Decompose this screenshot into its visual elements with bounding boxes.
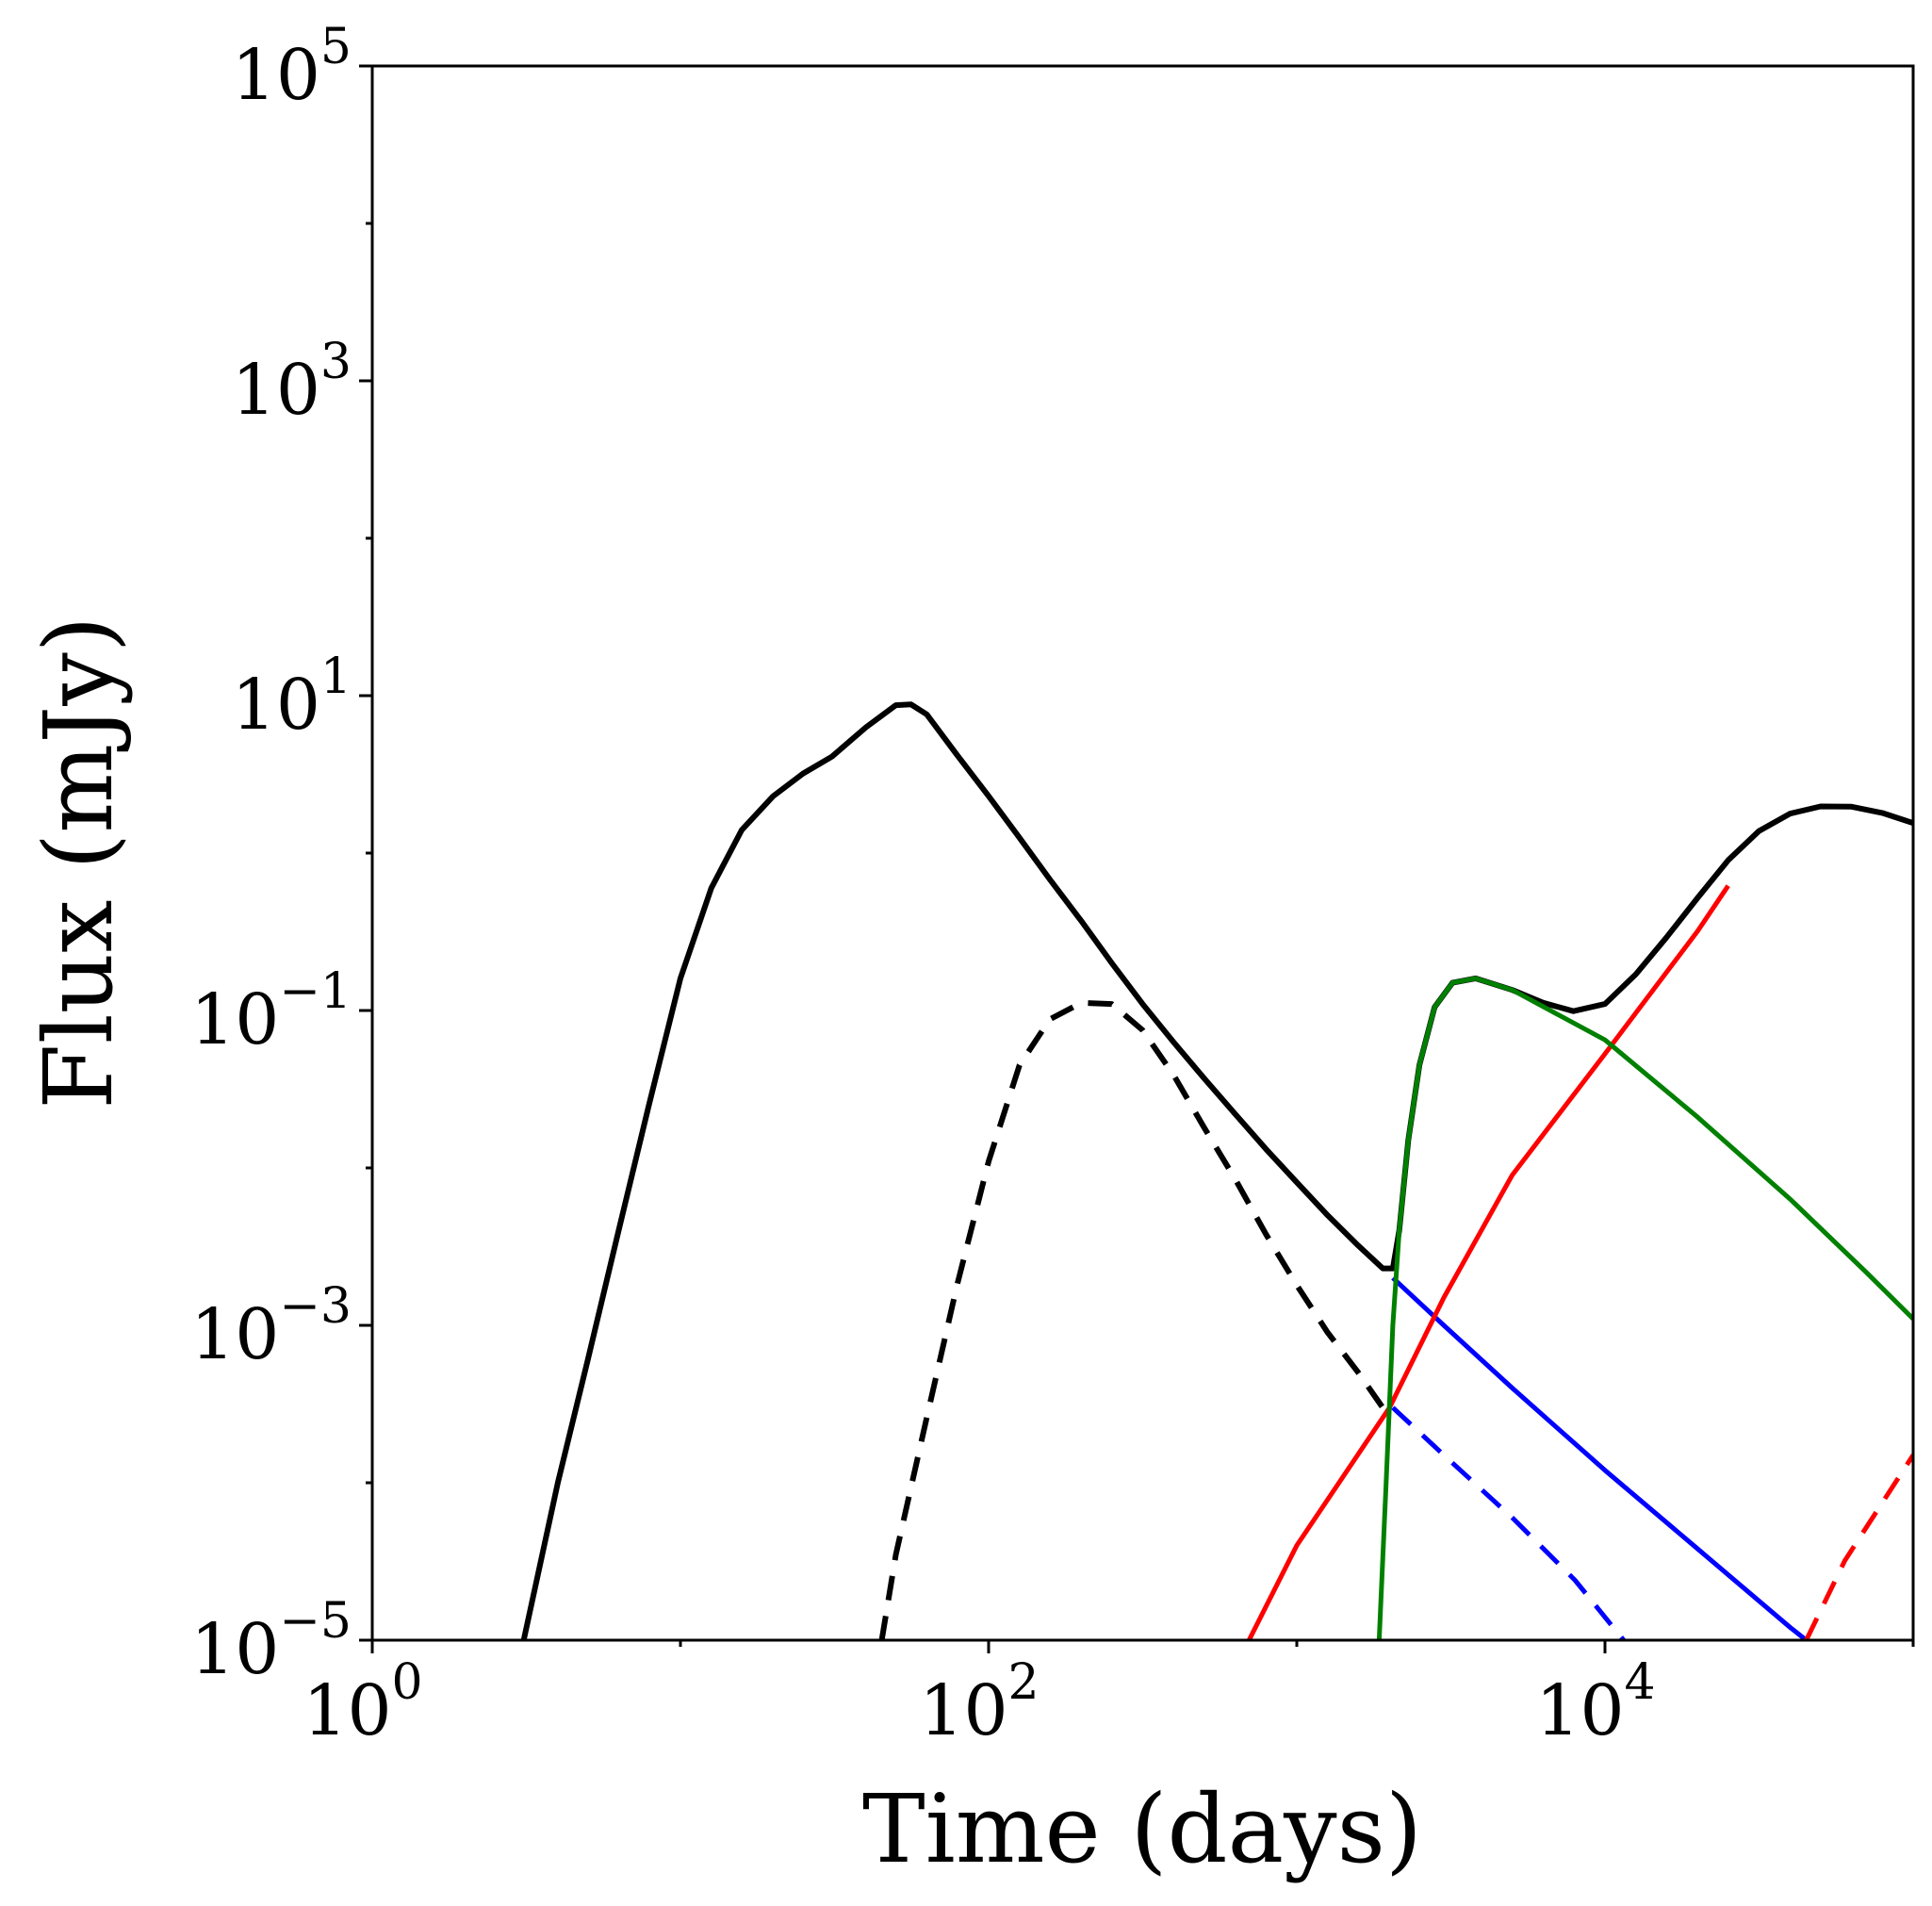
series-group [520, 701, 1913, 1640]
series-line-total-flux-solid [520, 701, 1913, 1640]
series-line-red-dashed [1804, 1454, 1913, 1640]
y-tick-label: 105 [232, 19, 352, 116]
y-tick-label: 101 [232, 649, 352, 746]
y-tick-label: 10−3 [190, 1278, 352, 1375]
ticks-group: 100 102 104 105 103 101 10−1 10−3 10−5 [190, 19, 1915, 1751]
x-axis-label: Time (days) [862, 1774, 1422, 1884]
y-tick-label: 10−5 [190, 1593, 352, 1690]
y-tick-label: 103 [232, 334, 352, 431]
plot-frame [370, 64, 1915, 1642]
series-line-total-flux-dashed [878, 999, 1395, 1640]
y-tick-label: 10−1 [190, 963, 352, 1060]
x-tick-label: 104 [1535, 1654, 1655, 1751]
series-line-blue-dashed [1391, 1405, 1626, 1640]
y-axis-label: Flux (mJy) [24, 616, 134, 1109]
series-line-green-solid [1376, 976, 1913, 1640]
x-tick-label: 100 [303, 1654, 422, 1751]
series-line-blue-solid [1391, 1275, 1809, 1640]
series-line-red-solid [1247, 884, 1730, 1640]
x-tick-label: 102 [919, 1654, 1039, 1751]
